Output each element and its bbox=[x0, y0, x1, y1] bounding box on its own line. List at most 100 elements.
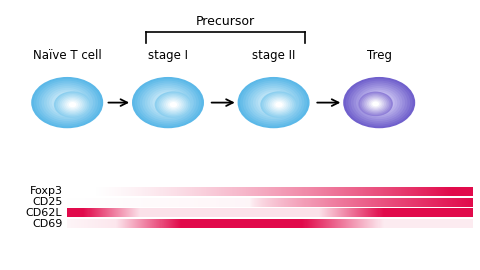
Bar bbox=[185, 187, 186, 196]
Bar bbox=[217, 208, 218, 217]
Bar bbox=[389, 198, 390, 207]
Bar bbox=[367, 187, 368, 196]
Bar bbox=[279, 198, 280, 207]
Bar bbox=[255, 208, 256, 217]
Bar bbox=[265, 219, 266, 228]
Bar bbox=[137, 208, 138, 217]
Bar bbox=[342, 219, 343, 228]
Ellipse shape bbox=[155, 91, 192, 118]
Bar bbox=[426, 208, 427, 217]
Bar bbox=[444, 198, 445, 207]
Bar bbox=[458, 198, 460, 207]
Bar bbox=[463, 198, 464, 207]
Bar bbox=[96, 187, 97, 196]
Bar bbox=[286, 208, 287, 217]
Text: CD62L: CD62L bbox=[26, 208, 62, 218]
Bar bbox=[449, 198, 451, 207]
Bar bbox=[299, 208, 300, 217]
Bar bbox=[79, 208, 81, 217]
Bar bbox=[386, 208, 388, 217]
Bar bbox=[418, 219, 419, 228]
Bar bbox=[132, 219, 133, 228]
Bar bbox=[460, 219, 461, 228]
Bar bbox=[353, 198, 354, 207]
Bar bbox=[347, 187, 348, 196]
Bar bbox=[468, 198, 469, 207]
Bar bbox=[226, 198, 227, 207]
Bar bbox=[146, 187, 147, 196]
Bar bbox=[224, 187, 226, 196]
Bar bbox=[298, 208, 299, 217]
Bar bbox=[179, 187, 180, 196]
Bar bbox=[206, 198, 207, 207]
Ellipse shape bbox=[270, 98, 288, 111]
Bar bbox=[120, 208, 121, 217]
Bar bbox=[373, 219, 374, 228]
Bar bbox=[228, 219, 229, 228]
Bar bbox=[103, 198, 104, 207]
Bar bbox=[72, 198, 73, 207]
Bar bbox=[379, 219, 380, 228]
Bar bbox=[110, 187, 111, 196]
Bar bbox=[173, 208, 174, 217]
Bar bbox=[215, 198, 216, 207]
Bar bbox=[122, 187, 123, 196]
Bar bbox=[390, 208, 391, 217]
Bar bbox=[411, 208, 412, 217]
Bar bbox=[100, 208, 101, 217]
Bar bbox=[460, 187, 461, 196]
Bar bbox=[376, 208, 377, 217]
Bar bbox=[460, 198, 461, 207]
Bar bbox=[136, 208, 137, 217]
Bar bbox=[336, 198, 337, 207]
Bar bbox=[205, 219, 206, 228]
Bar bbox=[154, 219, 155, 228]
Bar bbox=[371, 198, 372, 207]
Bar bbox=[177, 219, 178, 228]
Bar bbox=[379, 208, 380, 217]
Bar bbox=[436, 208, 437, 217]
Bar bbox=[345, 198, 346, 207]
Bar bbox=[98, 208, 100, 217]
Bar bbox=[359, 187, 360, 196]
Ellipse shape bbox=[367, 98, 384, 110]
Ellipse shape bbox=[39, 82, 96, 123]
Bar bbox=[192, 187, 193, 196]
Bar bbox=[418, 208, 419, 217]
Bar bbox=[428, 208, 429, 217]
Bar bbox=[333, 198, 334, 207]
Bar bbox=[325, 187, 326, 196]
Bar bbox=[180, 198, 181, 207]
Bar bbox=[376, 187, 377, 196]
Bar bbox=[440, 198, 442, 207]
Bar bbox=[124, 219, 125, 228]
Bar bbox=[252, 219, 253, 228]
Bar bbox=[455, 219, 456, 228]
Bar bbox=[245, 198, 246, 207]
Bar bbox=[226, 219, 227, 228]
Bar bbox=[218, 219, 219, 228]
Bar bbox=[82, 198, 83, 207]
Bar bbox=[197, 198, 198, 207]
Bar bbox=[354, 198, 355, 207]
Bar bbox=[85, 198, 86, 207]
Bar bbox=[269, 219, 270, 228]
Bar bbox=[305, 198, 307, 207]
Bar bbox=[190, 187, 191, 196]
Bar bbox=[313, 198, 314, 207]
Bar bbox=[313, 187, 314, 196]
Bar bbox=[182, 187, 183, 196]
Bar bbox=[232, 219, 233, 228]
Bar bbox=[398, 187, 399, 196]
Bar bbox=[326, 187, 327, 196]
Bar bbox=[325, 198, 326, 207]
Bar bbox=[470, 198, 471, 207]
Bar bbox=[109, 208, 110, 217]
Bar bbox=[79, 198, 81, 207]
Bar bbox=[248, 187, 249, 196]
Bar bbox=[131, 187, 132, 196]
Bar bbox=[236, 198, 237, 207]
Bar bbox=[322, 187, 323, 196]
Bar bbox=[311, 219, 312, 228]
Bar bbox=[198, 219, 199, 228]
